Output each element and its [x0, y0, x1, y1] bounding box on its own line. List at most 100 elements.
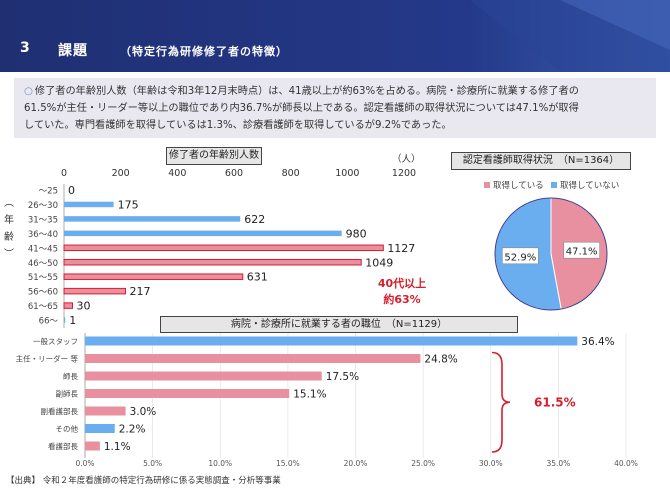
pie-legend-label-1: 取得していない: [560, 180, 619, 191]
summary-line-2: 61.5%が主任・リーダー等以上の職位であり内36.7%が師長以上である。認定看…: [24, 103, 579, 114]
age-bar-6: [63, 273, 244, 280]
age-value-label-6: 631: [247, 271, 268, 284]
position-bar-4: [85, 406, 126, 416]
pie-label-box-0: [563, 241, 600, 259]
age-x-tick-0: 0: [61, 168, 67, 179]
position-bar-3: [85, 389, 290, 398]
age-value-label-4: 1127: [387, 242, 415, 255]
age-x-tick-3: 600: [225, 168, 243, 179]
age-category-label-7: 56〜60: [28, 288, 58, 298]
age-value-label-3: 980: [346, 227, 367, 240]
age-value-label-1: 175: [118, 198, 139, 211]
age-value-label-0: 0: [68, 184, 75, 197]
age-x-tick-5: 1000: [335, 168, 359, 179]
age-ylabel-char-2: 齢: [4, 230, 14, 243]
position-x-tick-6: 30.0%: [479, 459, 503, 468]
pie-label-0: 47.1%: [566, 247, 598, 258]
position-bar-1: [85, 354, 421, 363]
age-annotation-line-1: 40代以上: [378, 276, 426, 290]
age-bar-4: [63, 244, 384, 252]
age-value-label-8: 30: [77, 300, 91, 313]
position-brace: [491, 351, 511, 453]
position-x-tick-3: 15.0%: [276, 459, 300, 468]
age-value-label-9: 1: [69, 314, 76, 327]
age-bar-7: [63, 287, 126, 295]
header-background: [0, 0, 670, 72]
pie-label-box-1: [502, 247, 539, 265]
age-annotation-line-2: 約63%: [383, 292, 420, 306]
page-subtitle: （特定行為研修修了者の特徴）: [120, 45, 288, 58]
age-bar-5: [63, 259, 362, 266]
position-chart-title: 病院・診療所に就業する者の職位 （N=1129）: [160, 316, 518, 333]
position-x-tick-5: 25.0%: [411, 459, 435, 468]
age-category-label-3: 36〜40: [28, 230, 58, 240]
age-bar-2: [64, 216, 241, 222]
age-category-label-1: 26〜30: [28, 201, 58, 211]
summary-text: ○ 修了者の年齢別人数（年齢は令和3年12月末時点）は、41歳以上が約63%を占め…: [24, 83, 649, 134]
summary-line-1: 修了者の年齢別人数（年齢は令和3年12月末時点）は、41歳以上が約63%を占める…: [34, 86, 579, 97]
position-annotation: 61.5%: [534, 395, 576, 409]
bullet-icon: ○: [24, 86, 33, 97]
source-footer: 【出典】 令和２年度看護師の特定行為研修に係る実態調査・分析等事業: [6, 476, 281, 486]
page-title: 課題: [58, 43, 88, 59]
age-bar-8: [63, 302, 73, 309]
age-x-tick-1: 200: [112, 168, 130, 179]
age-x-tick-2: 400: [168, 168, 186, 179]
age-category-label-4: 41〜45: [28, 244, 58, 254]
section-number: 3: [20, 40, 30, 56]
position-value-label-2: 17.5%: [326, 371, 359, 383]
age-category-label-6: 51〜55: [28, 273, 58, 283]
position-bar-2: [85, 371, 322, 381]
age-category-label-8: 61〜65: [28, 302, 58, 312]
age-bar-3: [64, 230, 342, 237]
age-category-label-5: 46〜50: [28, 259, 58, 269]
age-category-label-2: 31〜35: [28, 215, 58, 225]
position-value-label-3: 15.1%: [293, 389, 326, 401]
summary-line-3: していた。専門看護師を取得しているは1.3%、診療看護師を取得しているが9.2%…: [24, 120, 452, 131]
age-category-label-0: 〜25: [39, 187, 58, 197]
position-x-tick-1: 5.0%: [143, 459, 162, 468]
pie-legend-swatch-0: [484, 182, 490, 188]
pie-legend-label-0: 取得している: [493, 180, 544, 191]
position-category-label-1: 主任・リーダー 等: [16, 354, 79, 364]
position-bar-6: [85, 441, 100, 451]
position-value-label-6: 1.1%: [104, 441, 131, 453]
position-value-label-1: 24.8%: [424, 354, 457, 366]
position-bar-5: [85, 424, 115, 433]
position-x-tick-2: 10.0%: [208, 459, 232, 468]
position-value-label-0: 36.4%: [581, 336, 614, 348]
age-value-label-2: 622: [244, 213, 265, 226]
position-bar-0: [85, 336, 578, 346]
age-x-tick-4: 800: [282, 168, 300, 179]
age-unit-label: （人）: [392, 153, 421, 165]
age-category-label-9: 66〜: [39, 317, 59, 327]
position-category-label-4: 副看護部長: [41, 406, 79, 416]
age-x-tick-6: 1200: [392, 168, 416, 179]
position-category-label-3: 副師長: [56, 389, 79, 399]
age-ylabel-char-1: 年: [4, 213, 14, 226]
age-value-label-5: 1049: [365, 256, 393, 269]
pie-chart-title: 認定看護師取得状況 （N=1364）: [451, 152, 631, 170]
position-category-label-2: 師長: [63, 371, 78, 381]
age-bar-9: [64, 317, 66, 323]
position-value-label-5: 2.2%: [119, 424, 146, 436]
header-banner: 3 課題 （特定行為研修修了者の特徴）: [0, 0, 670, 72]
summary-box: ○ 修了者の年齢別人数（年齢は令和3年12月末時点）は、41歳以上が約63%を占め…: [14, 78, 656, 138]
age-ylabel-char-3: ︶: [4, 248, 14, 260]
position-category-label-6: 看護部長: [48, 441, 78, 451]
position-x-tick-7: 35.0%: [546, 459, 570, 468]
position-x-tick-4: 20.0%: [344, 459, 368, 468]
position-category-label-5: その他: [56, 424, 79, 434]
pie-label-1: 52.9%: [504, 252, 536, 263]
position-x-tick-8: 40.0%: [614, 459, 638, 468]
position-value-label-4: 3.0%: [130, 406, 157, 418]
pie-legend-swatch-1: [551, 182, 557, 188]
position-x-tick-0: 0.0%: [75, 459, 94, 468]
age-ylabel-char-0: ︵: [4, 198, 14, 209]
age-bar-1: [64, 201, 114, 208]
pie-outline: [494, 197, 608, 311]
age-value-label-7: 217: [129, 285, 150, 298]
position-category-label-0: 一般スタッフ: [33, 336, 78, 346]
age-chart-title: 修了者の年齢別人数: [166, 147, 262, 165]
